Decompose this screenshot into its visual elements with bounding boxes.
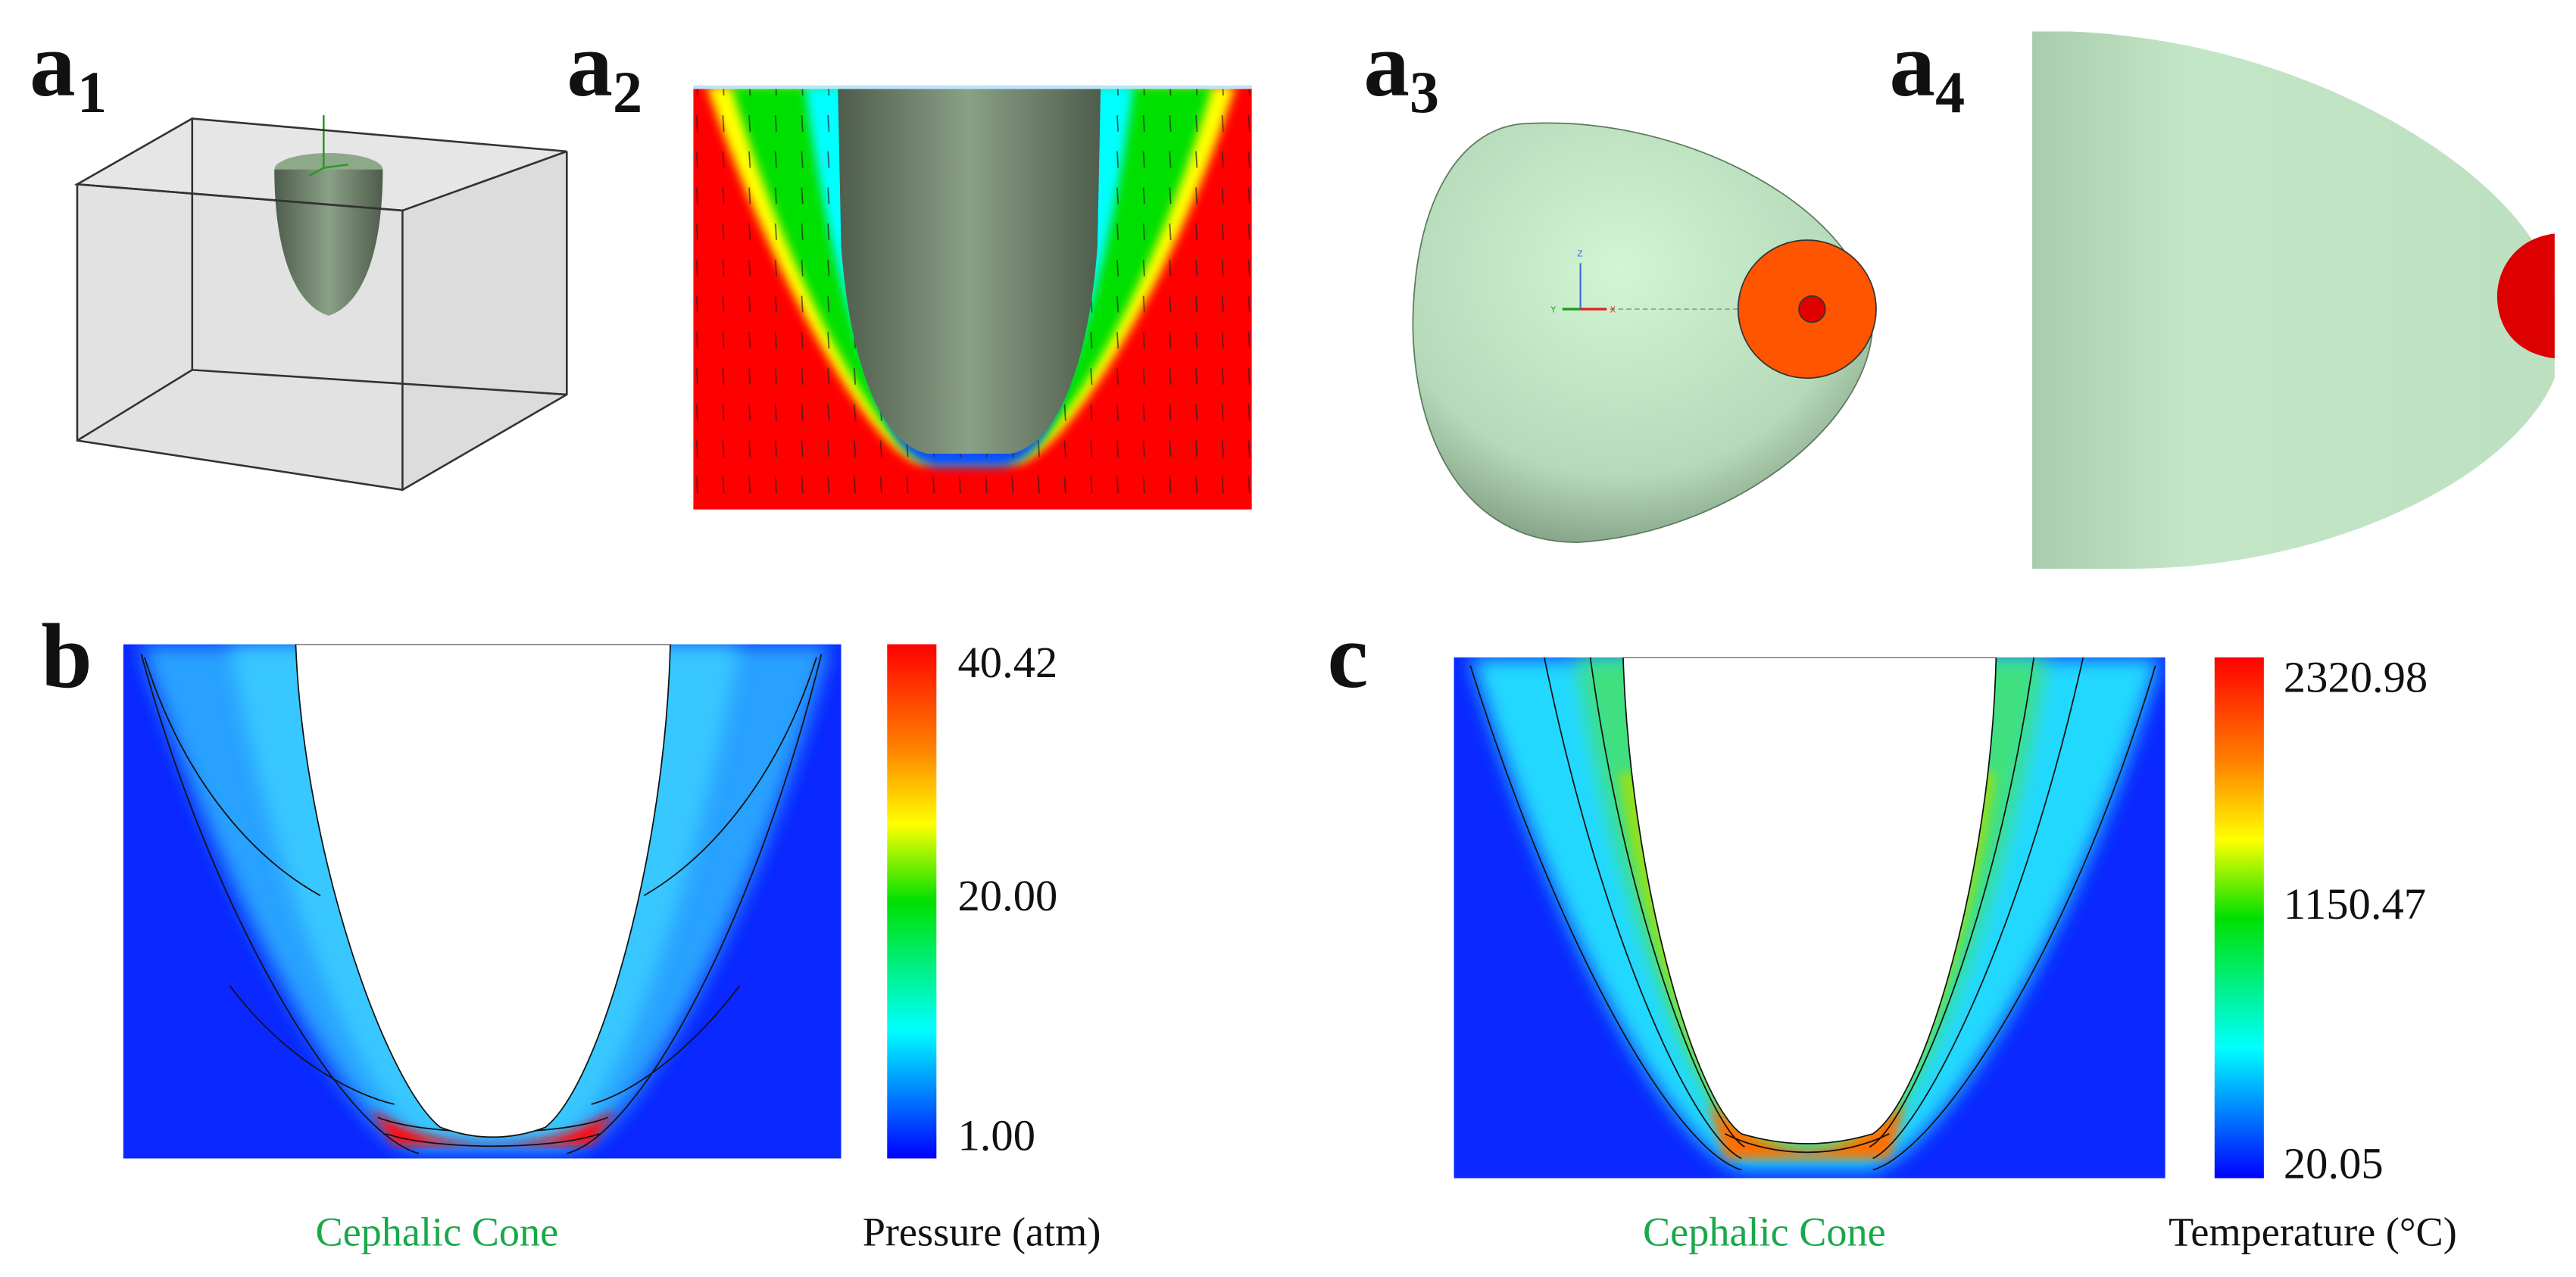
flow-contour-plot xyxy=(693,86,1252,510)
panel-label: a xyxy=(1889,14,1935,116)
colorbar-tick: 20.05 xyxy=(2284,1139,2384,1188)
panel-a4: a 4 xyxy=(1889,14,2555,569)
colorbar-title: Temperature (°C) xyxy=(2169,1209,2457,1254)
isobar-lines xyxy=(140,654,823,1154)
colorbar-tick: 1150.47 xyxy=(2284,879,2426,929)
axis-triad-icon: Z X Y xyxy=(1550,249,1616,315)
cone-body xyxy=(838,86,1101,454)
panel-label: c xyxy=(1328,606,1369,707)
axis-x-label: X xyxy=(1610,304,1616,314)
panel-label-subscript: 2 xyxy=(613,59,642,125)
temperature-contour-plot xyxy=(1453,657,2165,1179)
caption: Cephalic Cone xyxy=(1643,1209,1886,1254)
panel-a2: a 2 xyxy=(567,14,1252,510)
isotherm-lines xyxy=(1469,657,2156,1171)
panel-a1: a 1 xyxy=(30,14,568,492)
axis-z-label: Z xyxy=(1577,249,1582,259)
panel-a3: a 3 Z X Y xyxy=(1363,14,1877,543)
cone-cavity xyxy=(295,644,671,1138)
colorbar-tick: 1.00 xyxy=(958,1111,1035,1160)
panel-label: a xyxy=(567,14,613,116)
panel-label-subscript: 3 xyxy=(1410,59,1439,125)
colorbar xyxy=(2214,657,2264,1179)
shell-zoomed-view xyxy=(2032,31,2555,569)
colorbar-tick: 40.42 xyxy=(958,638,1058,687)
colorbar-title: Pressure (atm) xyxy=(863,1209,1101,1254)
nozzle-inner xyxy=(1798,295,1826,323)
panel-label: a xyxy=(30,14,76,116)
domain-box xyxy=(73,115,568,492)
nozzle-section xyxy=(2496,233,2555,359)
colorbar-tick: 2320.98 xyxy=(2284,652,2428,701)
colorbar-tick: 20.00 xyxy=(958,871,1058,920)
panel-c-temperature: c 2320.98 1150.47 20.05 Cephalic Cone Te… xyxy=(1328,606,2457,1254)
panel-label: a xyxy=(1363,14,1410,116)
panel-b-pressure: b 40.42 20.00 1.00 Cephalic Cone Pressur… xyxy=(41,606,1101,1254)
panel-label-subscript: 1 xyxy=(77,59,107,125)
panel-label-subscript: 4 xyxy=(1935,59,1965,125)
cone-cavity xyxy=(1622,657,1997,1144)
panel-label: b xyxy=(41,606,92,707)
shell-front-view xyxy=(1412,122,1874,543)
caption: Cephalic Cone xyxy=(315,1209,558,1254)
pressure-contour-plot xyxy=(123,644,841,1159)
axis-y-label: Y xyxy=(1550,304,1557,314)
colorbar xyxy=(887,644,937,1159)
